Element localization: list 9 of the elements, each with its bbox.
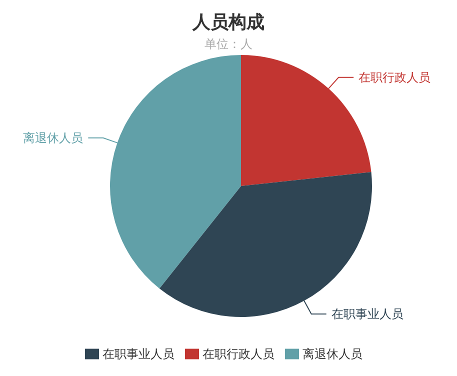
slice-label: 在职行政人员: [358, 70, 431, 84]
slice-label: 在职事业人员: [331, 306, 404, 321]
chart-title: 人员构成: [191, 11, 266, 34]
legend-label: 在职事业人员: [102, 347, 174, 361]
legend-label: 在职行政人员: [202, 347, 274, 361]
legend-label: 离退休人员: [302, 347, 362, 361]
pie-slice: [241, 55, 372, 186]
slice-label: 离退休人员: [23, 130, 84, 145]
chart-subtitle: 单位：人: [204, 36, 254, 53]
